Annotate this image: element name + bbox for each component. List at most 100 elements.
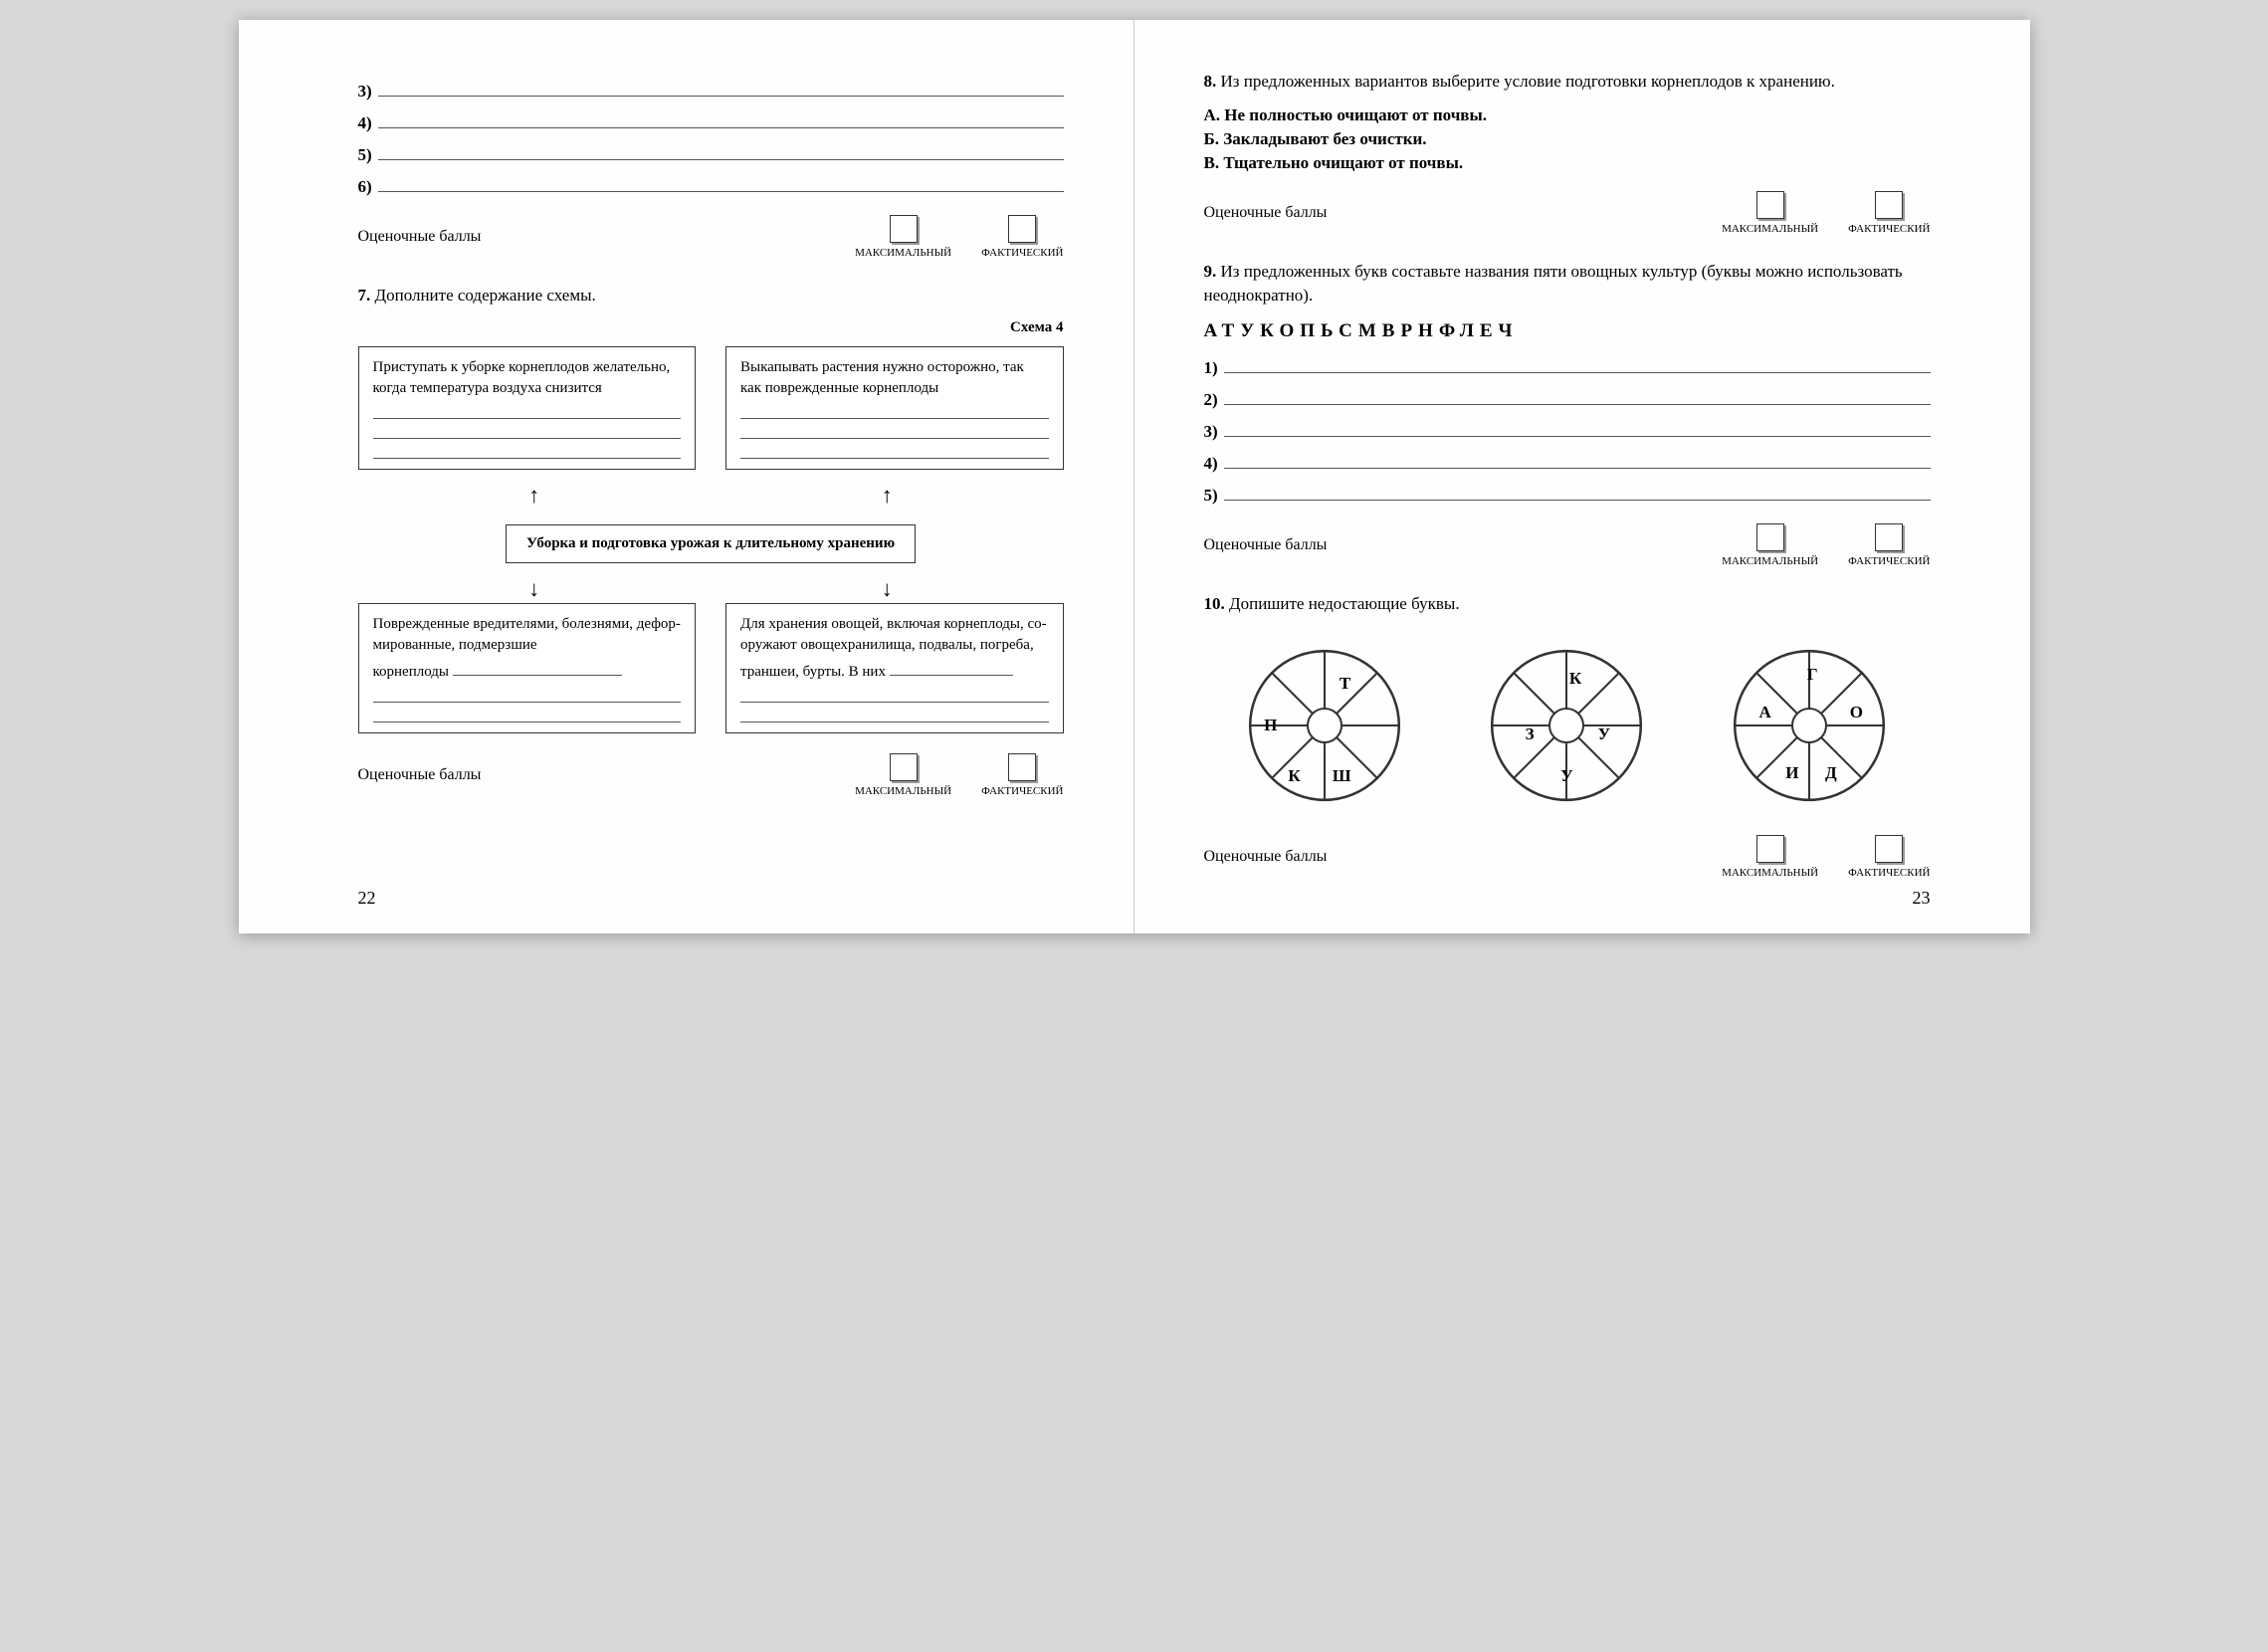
blank-line[interactable] (1224, 484, 1931, 501)
wheel-letter: А (1758, 703, 1770, 723)
fill-line: 3) (1204, 420, 1931, 442)
q7-text: Дополните содержание схемы. (375, 286, 596, 305)
score-box-max[interactable] (1756, 523, 1784, 551)
blank-line[interactable] (453, 658, 622, 676)
q9-num: 9. (1204, 262, 1217, 281)
score-label: Оценочные баллы (358, 228, 826, 246)
line-num: 4) (1204, 454, 1218, 474)
line-num: 2) (1204, 390, 1218, 410)
fill-line: 5) (1204, 484, 1931, 506)
fill-line: 3) (358, 80, 1064, 102)
score-row-10: Оценочные баллы МАКСИМАЛЬНЫЙ ФАКТИЧЕСКИЙ (1204, 835, 1931, 879)
wheel-letter: К (1569, 669, 1581, 689)
score-max: МАКСИМАЛЬНЫЙ (855, 753, 951, 797)
question-8: 8. Из предложенных вариантов выберите ус… (1204, 70, 1931, 94)
score-label: Оценочные баллы (358, 766, 826, 784)
wheel-letter: О (1850, 703, 1863, 723)
letter-wheel[interactable]: КЗУУ (1482, 641, 1651, 810)
score-box-fact[interactable] (1875, 191, 1903, 219)
line-num: 3) (1204, 422, 1218, 442)
score-max-label: МАКСИМАЛЬНЫЙ (1722, 223, 1818, 235)
blank-line[interactable] (378, 175, 1064, 192)
score-box-fact[interactable] (1008, 753, 1036, 781)
blank-line[interactable] (1224, 356, 1931, 373)
box3-text: Поврежденные вредителя­ми, болезнями, де… (373, 616, 681, 653)
blank-line[interactable] (373, 441, 682, 459)
score-box-fact[interactable] (1875, 835, 1903, 863)
option-a: А. Не полностью очищают от почвы. (1204, 105, 1931, 125)
blank-line[interactable] (1224, 452, 1931, 469)
scheme-center: Уборка и подготовка урожая к длительному… (358, 524, 1064, 563)
score-fact-label: ФАКТИЧЕСКИЙ (981, 785, 1063, 797)
scheme-box-1: Приступать к уборке корне­плодов желател… (358, 346, 697, 470)
blank-line[interactable] (740, 441, 1049, 459)
arrow-icon: ↓ (528, 578, 539, 603)
letter-wheel[interactable]: ГАОИД (1725, 641, 1894, 810)
score-box-max[interactable] (1756, 835, 1784, 863)
option-b: Б. Закладывают без очистки. (1204, 129, 1931, 149)
line-num: 5) (358, 145, 372, 165)
blank-line[interactable] (378, 111, 1064, 128)
score-max-label: МАКСИМАЛЬНЫЙ (855, 247, 951, 259)
score-row: Оценочные баллы МАКСИМАЛЬНЫЙ ФАКТИЧЕСКИЙ (358, 215, 1064, 259)
blank-line[interactable] (1224, 420, 1931, 437)
blank-line[interactable] (1224, 388, 1931, 405)
score-row-9: Оценочные баллы МАКСИМАЛЬНЫЙ ФАКТИЧЕСКИЙ (1204, 523, 1931, 567)
fill-line: 1) (1204, 356, 1931, 378)
wheel-letter: Ш (1333, 766, 1351, 786)
blank-line[interactable] (378, 80, 1064, 97)
scheme-box-center: Уборка и подготовка урожая к длительному… (506, 524, 916, 563)
blank-line[interactable] (373, 421, 682, 439)
score-max-label: МАКСИМАЛЬНЫЙ (1722, 555, 1818, 567)
blank-line[interactable] (373, 705, 682, 723)
wheels-row: ТПКШКЗУУГАОИД (1204, 641, 1931, 810)
scheme-box-4: Для хранения овощей, включая корнеплоды,… (725, 603, 1064, 733)
score-box-fact[interactable] (1008, 215, 1036, 243)
box2-text: Выкапывать растения нуж­но осторожно, та… (740, 359, 1024, 396)
blank-line[interactable] (373, 685, 682, 703)
blank-line[interactable] (740, 421, 1049, 439)
scheme-bottom-row: Поврежденные вредителя­ми, болезнями, де… (358, 603, 1064, 733)
letter-wheel[interactable]: ТПКШ (1240, 641, 1409, 810)
opt-text: Закладывают без очистки. (1223, 129, 1426, 148)
blank-line[interactable] (890, 658, 1013, 676)
q8-num: 8. (1204, 72, 1217, 91)
arrow-icon: ↑ (528, 485, 539, 510)
score-max: МАКСИМАЛЬНЫЙ (1722, 835, 1818, 879)
opt-letter: В. (1204, 153, 1220, 172)
score-fact-label: ФАКТИЧЕСКИЙ (981, 247, 1063, 259)
fill-lines-block: 3) 4) 5) 6) (358, 80, 1064, 197)
score-box-max[interactable] (890, 215, 918, 243)
score-box-max[interactable] (1756, 191, 1784, 219)
line-num: 5) (1204, 486, 1218, 506)
blank-line[interactable] (373, 401, 682, 419)
blank-line[interactable] (378, 143, 1064, 160)
q10-num: 10. (1204, 594, 1225, 613)
q8-text: Из предложенных вариантов выберите услов… (1221, 72, 1835, 91)
fill-line: 5) (358, 143, 1064, 165)
scheme-box-3: Поврежденные вредителя­ми, болезнями, де… (358, 603, 697, 733)
scheme-box-2: Выкапывать растения нуж­но осторожно, та… (725, 346, 1064, 470)
question-7: 7. Дополните содержание схемы. (358, 284, 1064, 308)
blank-line[interactable] (740, 685, 1049, 703)
score-fact-label: ФАКТИЧЕСКИЙ (1848, 867, 1930, 879)
q7-num: 7. (358, 286, 371, 305)
letter-bank: АТУКОПЬСМВРНФЛЕЧ (1204, 320, 1931, 342)
arrow-icon: ↓ (882, 578, 893, 603)
option-c: В. Тщательно очищают от почвы. (1204, 153, 1931, 173)
blank-line[interactable] (740, 705, 1049, 723)
page-number-left: 22 (358, 888, 376, 909)
score-box-max[interactable] (890, 753, 918, 781)
page-right: 8. Из предложенных вариантов выберите ус… (1134, 20, 2030, 933)
wheel-letter: Г (1807, 665, 1818, 685)
score-label: Оценочные баллы (1204, 204, 1693, 222)
blank-line[interactable] (740, 401, 1049, 419)
line-num: 6) (358, 177, 372, 197)
fill-lines-9: 1) 2) 3) 4) 5) (1204, 356, 1931, 506)
arrows-down: ↓ ↓ (358, 578, 1064, 603)
score-box-fact[interactable] (1875, 523, 1903, 551)
page-left: 3) 4) 5) 6) Оценочные баллы МАКСИМАЛЬНЫЙ… (239, 20, 1134, 933)
wheel-letter: И (1785, 763, 1798, 783)
page-number-right: 23 (1913, 888, 1931, 909)
line-num: 1) (1204, 358, 1218, 378)
